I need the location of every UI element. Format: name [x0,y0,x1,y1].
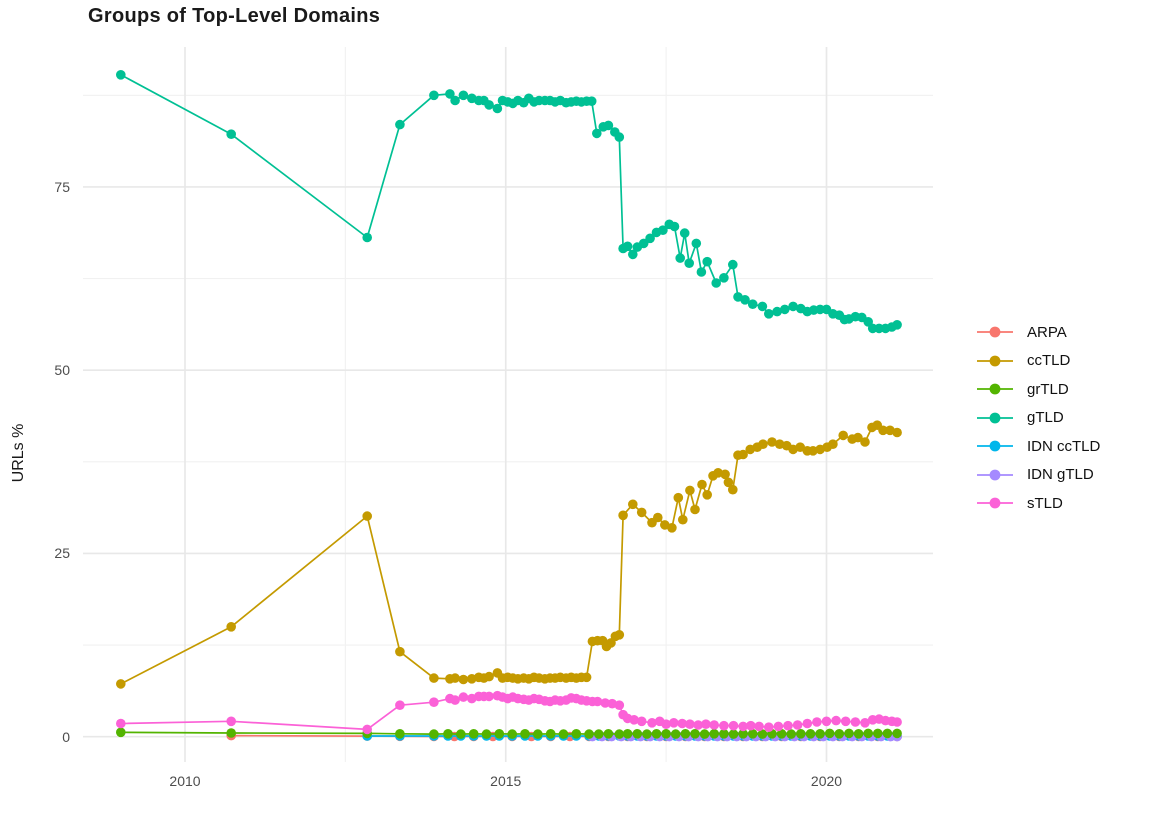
y-tick-label-50: 50 [54,362,70,379]
legend-key-icon [977,469,1013,480]
legend-item-label: IDN gTLD [1027,466,1094,483]
legend-item-arpa: ARPA [976,321,1100,343]
legend-item-idn-cctld: IDN ccTLD [976,435,1100,457]
legend-item-label: ccTLD [1027,352,1071,369]
legend-key-icon [977,440,1013,452]
y-axis-title: URLs % [10,423,27,483]
chart-title: Groups of Top-Level Domains [88,5,381,27]
series-gtld [116,70,902,334]
legend-key-icon [977,326,1013,338]
legend-item-label: sTLD [1027,494,1063,512]
legend-item-label: grTLD [1027,380,1069,398]
legend-item-label: gTLD [1027,409,1064,426]
legend-key-icon [977,355,1013,366]
x-tick-label-2010: 2010 [169,773,201,789]
legend-item-gtld: gTLD [976,407,1100,429]
legend-item-grtld: grTLD [976,378,1100,400]
legend-item-stld: sTLD [976,492,1100,514]
y-tick-label-75: 75 [54,178,70,195]
legend: ARPA ccTLD grTLD gTLD IDN ccTLD IDN gTLD sTLD [976,321,1100,521]
panel-gridlines [83,47,933,762]
series-stld [116,690,902,735]
x-tick-label-2020: 2020 [810,773,843,789]
x-tick-label-2015: 2015 [490,773,522,789]
legend-item-idn-gtld: IDN gTLD [976,464,1100,486]
series-grtld [116,727,902,739]
legend-item-label: ARPA [1027,323,1067,341]
legend-key-icon [977,383,1013,395]
legend-key-icon [977,497,1013,509]
legend-item-cctld: ccTLD [976,350,1100,372]
legend-item-label: IDN ccTLD [1027,437,1101,455]
series-cctld [116,420,902,689]
y-tick-label-0: 0 [62,728,70,745]
legend-key-icon [977,412,1013,423]
y-tick-label-25: 25 [54,545,70,562]
